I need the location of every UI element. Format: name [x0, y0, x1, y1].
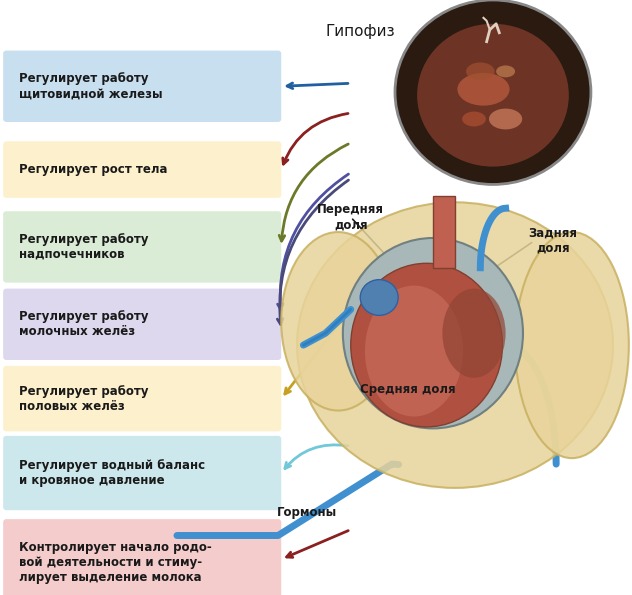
Ellipse shape: [365, 286, 463, 416]
Ellipse shape: [351, 264, 502, 427]
FancyBboxPatch shape: [3, 289, 281, 360]
Text: Регулирует работу
щитовидной железы: Регулирует работу щитовидной железы: [19, 72, 162, 101]
FancyBboxPatch shape: [3, 366, 281, 431]
Ellipse shape: [489, 108, 522, 130]
Ellipse shape: [496, 65, 515, 77]
Ellipse shape: [343, 238, 523, 428]
Text: Регулирует рост тела: Регулирует рост тела: [19, 163, 167, 176]
Circle shape: [395, 0, 591, 184]
Text: Гормоны: Гормоны: [276, 506, 337, 519]
Text: Регулирует работу
надпочечников: Регулирует работу надпочечников: [19, 233, 149, 261]
Ellipse shape: [281, 232, 395, 411]
Ellipse shape: [297, 202, 613, 488]
FancyBboxPatch shape: [433, 196, 455, 268]
Ellipse shape: [466, 62, 494, 80]
Text: Регулирует работу
половых желёз: Регулирует работу половых желёз: [19, 384, 149, 413]
FancyBboxPatch shape: [3, 519, 281, 595]
Text: Регулирует водный баланс
и кровяное давление: Регулирует водный баланс и кровяное давл…: [19, 459, 205, 487]
Ellipse shape: [462, 112, 486, 127]
Text: Передняя
доля: Передняя доля: [317, 203, 384, 231]
Text: Регулирует работу
молочных желёз: Регулирует работу молочных желёз: [19, 310, 149, 339]
Text: Задняя
доля: Задняя доля: [528, 227, 578, 255]
Ellipse shape: [458, 73, 509, 106]
FancyBboxPatch shape: [3, 51, 281, 122]
Text: Средняя доля: Средняя доля: [360, 383, 456, 396]
FancyBboxPatch shape: [3, 211, 281, 283]
Circle shape: [417, 24, 569, 167]
FancyBboxPatch shape: [3, 436, 281, 511]
FancyBboxPatch shape: [3, 142, 281, 198]
Ellipse shape: [360, 280, 398, 315]
Ellipse shape: [442, 289, 506, 378]
Text: Гипофиз: Гипофиз: [325, 24, 395, 39]
Text: Контролирует начало родо-
вой деятельности и стиму-
лирует выделение молока: Контролирует начало родо- вой деятельнос…: [19, 541, 212, 584]
Ellipse shape: [515, 232, 629, 458]
